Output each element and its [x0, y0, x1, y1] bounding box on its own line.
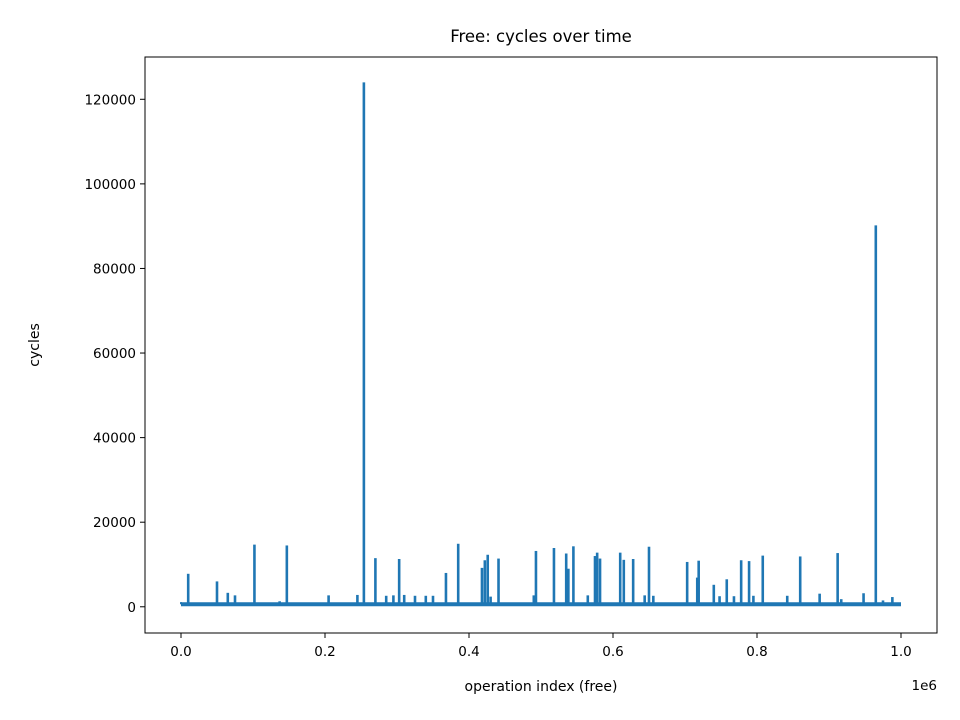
y-tick-label: 60000: [93, 346, 136, 362]
x-tick-label: 1.0: [890, 644, 911, 660]
x-tick-label: 0.6: [602, 644, 623, 660]
x-offset-text: 1e6: [912, 678, 937, 694]
x-axis-label: operation index (free): [465, 679, 618, 695]
x-tick-label: 0.8: [746, 644, 767, 660]
y-tick-label: 0: [127, 600, 136, 616]
chart-title: Free: cycles over time: [450, 27, 632, 46]
y-tick-label: 20000: [93, 515, 136, 531]
y-tick-label: 100000: [84, 177, 136, 193]
plot-frame: [144, 56, 938, 634]
y-axis-label: cycles: [27, 323, 43, 366]
x-tick-label: 0.2: [314, 644, 335, 660]
y-tick-label: 80000: [93, 261, 136, 277]
x-tick-label: 0.0: [170, 644, 191, 660]
y-tick-label: 120000: [84, 92, 136, 108]
x-tick-label: 0.4: [458, 644, 479, 660]
x-axis: 0.0 0.2 0.4 0.6 0.8 1.0: [170, 633, 912, 660]
y-axis: 0 20000 40000 60000 80000 100000 120000: [84, 92, 145, 616]
plot-area: [180, 82, 901, 607]
y-tick-label: 40000: [93, 431, 136, 447]
